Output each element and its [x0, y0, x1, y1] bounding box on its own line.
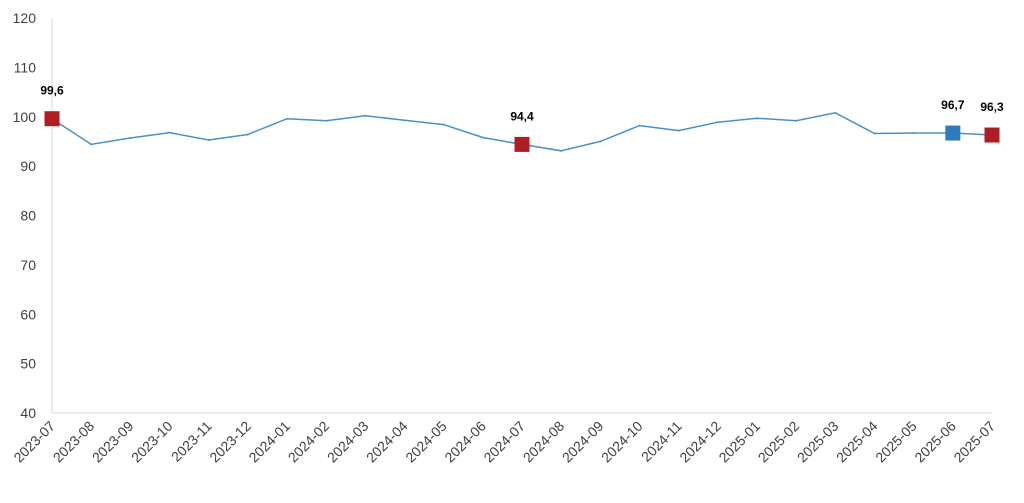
x-tick-label: 2024-09	[559, 418, 607, 466]
y-axis-ticks: 40 50 60 70 80 90 100 110 120	[13, 10, 53, 421]
x-tick-label: 2023-09	[89, 418, 137, 466]
series-point	[129, 136, 132, 139]
highlight-marker	[44, 111, 60, 127]
series-point	[286, 117, 288, 120]
series-point	[560, 149, 563, 152]
series-point	[834, 111, 837, 114]
highlight-marker	[514, 136, 530, 152]
series-point	[207, 138, 210, 141]
x-tick-label: 2024-01	[245, 418, 293, 466]
x-tick-label: 2023-10	[128, 418, 176, 466]
series-point	[90, 143, 93, 146]
series-point	[873, 132, 876, 135]
y-tick-label: 80	[20, 208, 36, 224]
series-point	[638, 124, 641, 127]
y-tick-label: 100	[13, 109, 37, 125]
x-tick-label: 2024-12	[676, 418, 724, 466]
x-tick-label: 2023-07	[10, 418, 58, 466]
series-point	[481, 136, 484, 139]
x-tick-label: 2025-02	[755, 418, 803, 466]
series-point	[716, 121, 719, 124]
x-tick-label: 2023-11	[168, 418, 215, 465]
x-tick-label: 2025-04	[833, 418, 881, 466]
data-label: 96,7	[941, 98, 965, 112]
y-tick-label: 50	[20, 356, 36, 372]
data-label: 96,3	[980, 100, 1004, 114]
x-tick-label: 2024-10	[598, 418, 646, 466]
y-tick-label: 90	[20, 158, 36, 174]
series-point	[442, 123, 445, 126]
data-label: 99,6	[40, 84, 64, 98]
x-axis-ticks: 2023-072023-082023-092023-102023-112023-…	[10, 418, 998, 466]
x-tick-label: 2025-01	[715, 418, 763, 466]
series-point	[677, 129, 680, 132]
x-tick-label: 2024-04	[363, 418, 411, 466]
x-tick-label: 2024-02	[285, 418, 333, 466]
series-point	[403, 119, 406, 122]
highlight-markers	[44, 111, 1000, 152]
x-tick-label: 2023-08	[50, 418, 98, 466]
series-point	[246, 133, 249, 136]
x-tick-label: 2024-08	[520, 418, 568, 466]
highlight-marker	[984, 127, 1000, 143]
x-tick-label: 2025-05	[872, 418, 920, 466]
y-tick-label: 60	[20, 306, 36, 322]
x-tick-label: 2024-06	[441, 418, 489, 466]
y-tick-label: 40	[20, 405, 36, 421]
x-tick-label: 2024-11	[638, 418, 685, 465]
x-tick-label: 2024-03	[324, 418, 372, 466]
data-label: 94,4	[510, 109, 534, 123]
series-point	[168, 131, 171, 134]
y-tick-label: 110	[14, 59, 37, 75]
series-point	[364, 114, 367, 117]
series-point	[599, 140, 602, 143]
data-labels: 99,6 94,4 96,7 96,3	[40, 84, 1004, 124]
y-tick-label: 120	[13, 10, 37, 26]
series-point	[325, 119, 328, 122]
series-point	[795, 119, 798, 122]
x-tick-label: 2025-06	[911, 418, 959, 466]
x-tick-label: 2023-12	[206, 418, 254, 466]
x-tick-label: 2025-07	[950, 418, 998, 466]
x-tick-label: 2024-07	[480, 418, 528, 466]
y-tick-label: 70	[20, 257, 36, 273]
highlight-marker	[945, 125, 961, 141]
x-tick-label: 2024-05	[402, 418, 450, 466]
x-tick-label: 2025-03	[794, 418, 842, 466]
series-point	[912, 132, 915, 135]
series-point	[756, 117, 758, 120]
